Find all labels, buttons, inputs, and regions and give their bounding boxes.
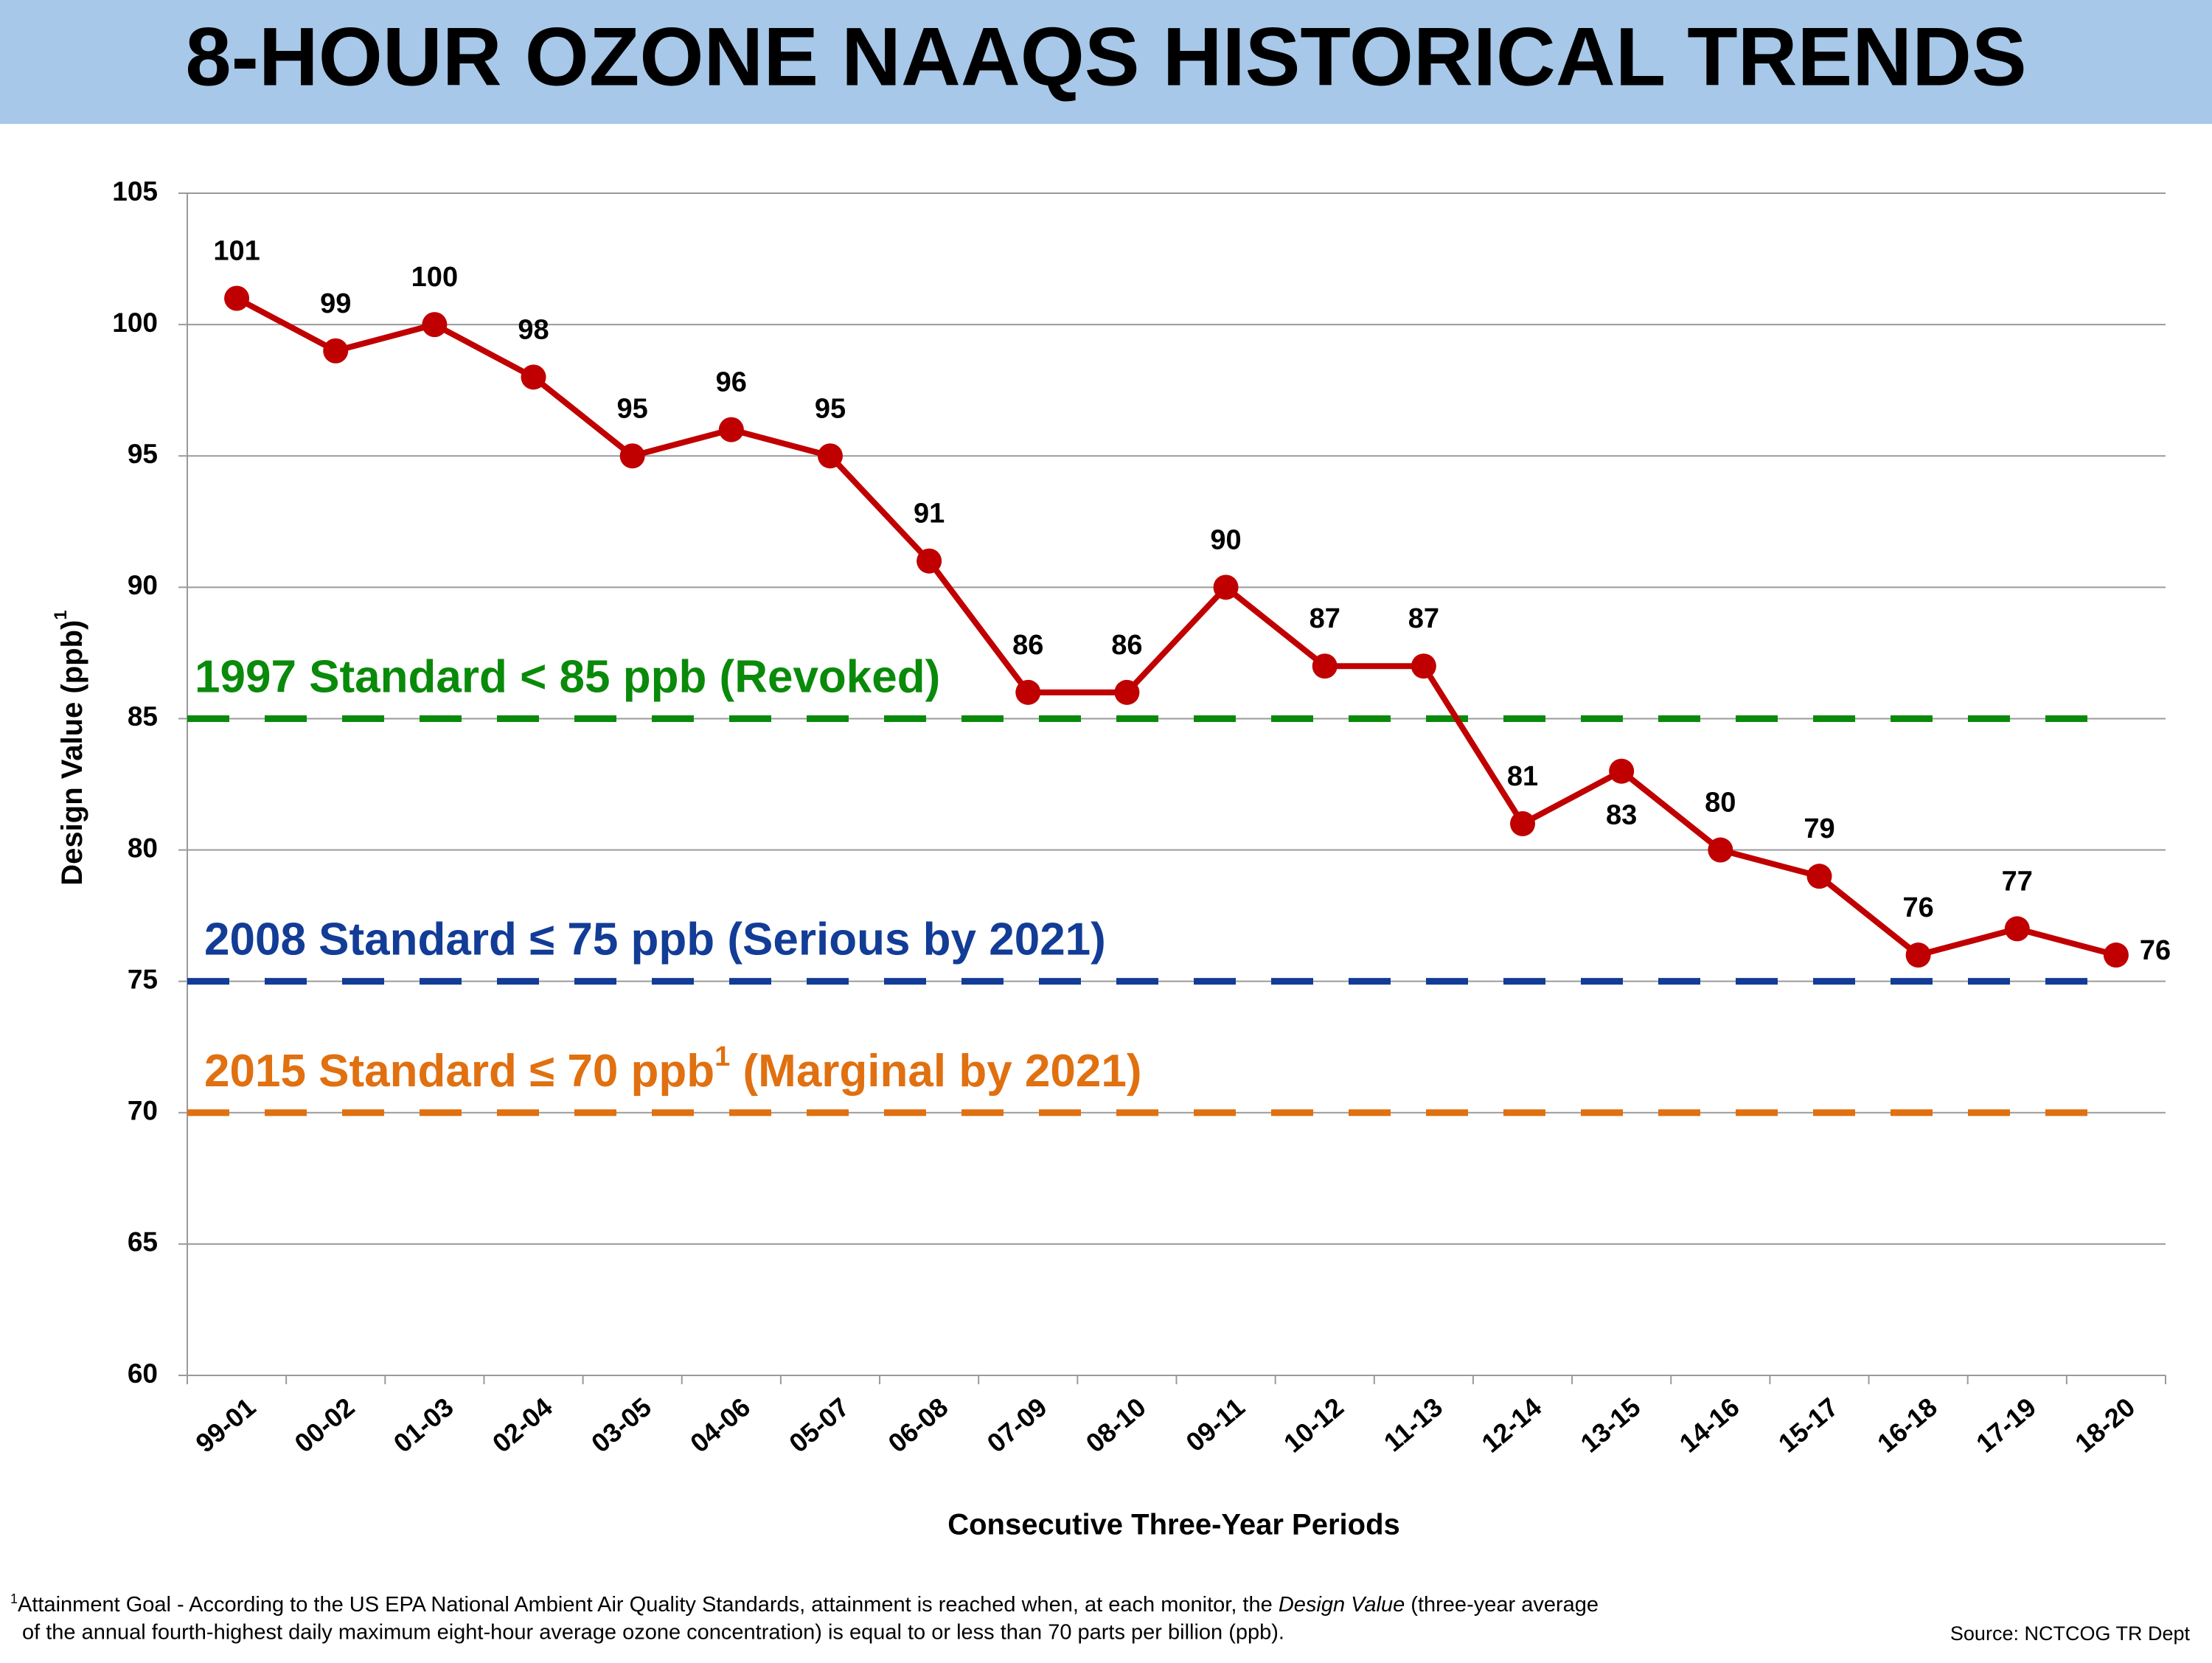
x-tick-label: 06-08 (882, 1392, 953, 1459)
y-tick-label: 105 (112, 176, 158, 206)
chart-title: 8-HOUR OZONE NAAQS HISTORICAL TRENDS (185, 11, 2026, 103)
data-point (224, 285, 250, 311)
y-tick-label: 60 (128, 1358, 158, 1389)
reference-label-sup: 1 (714, 1041, 730, 1072)
y-tick-label: 100 (112, 308, 158, 338)
data-label: 95 (617, 393, 648, 424)
data-label: 98 (518, 314, 549, 345)
data-point (1114, 679, 1140, 705)
reference-label: 2008 Standard ≤ 75 ppb (Serious by 2021) (204, 914, 1106, 965)
y-tick-label: 90 (128, 570, 158, 600)
reference-label-suffix: (Marginal by 2021) (730, 1046, 1141, 1097)
data-point (2004, 916, 2030, 942)
data-label: 95 (815, 393, 846, 424)
data-line (235, 295, 2117, 959)
source: Source: NCTCOG TR Dept (1950, 1622, 2191, 1645)
data-point (718, 417, 744, 442)
reference-label-text: 2008 Standard ≤ 75 ppb (Serious by 2021) (204, 914, 1106, 965)
data-label: 91 (914, 499, 945, 530)
x-tick-label: 13-15 (1575, 1392, 1646, 1459)
data-point (1510, 810, 1536, 836)
data-label: 86 (1111, 630, 1142, 661)
x-tick-label: 01-03 (388, 1392, 459, 1459)
data-label: 96 (716, 367, 747, 398)
y-axis-title-sup: 1 (51, 610, 71, 619)
y-axis-title: Design Value (ppb)1 (51, 610, 88, 885)
data-label: 87 (1310, 603, 1340, 634)
x-tick-label: 16-18 (1871, 1392, 1943, 1459)
x-tick-label: 04-06 (684, 1392, 756, 1459)
data-point (917, 548, 942, 574)
data-label: 81 (1507, 761, 1538, 792)
data-label: 77 (2002, 866, 2033, 897)
data-point (1708, 837, 1733, 863)
footnote-text: Attainment Goal - According to the US EP… (18, 1593, 1279, 1617)
title-banner (0, 0, 2212, 124)
data-point (521, 364, 546, 390)
x-tick-label: 15-17 (1773, 1392, 1844, 1459)
x-tick-label: 17-19 (1970, 1392, 2042, 1459)
x-tick-label: 08-10 (1080, 1392, 1152, 1459)
x-tick-label: 03-05 (585, 1392, 657, 1459)
footnote-marker: 1 (10, 1591, 18, 1606)
data-label: 86 (1012, 630, 1043, 661)
x-tick-label: 05-07 (783, 1392, 855, 1459)
data-label: 76 (1902, 892, 1933, 923)
y-tick-label: 65 (128, 1227, 158, 1257)
data-label: 83 (1606, 800, 1637, 831)
data-point (817, 443, 843, 469)
x-tick-label: 99-01 (189, 1392, 261, 1459)
x-tick-label: 00-02 (289, 1392, 361, 1459)
y-tick-label: 75 (128, 964, 158, 994)
x-tick-label: 07-09 (981, 1392, 1053, 1459)
data-point (1213, 574, 1239, 600)
data-point (2103, 942, 2129, 968)
x-tick-label: 02-04 (487, 1392, 558, 1459)
y-tick-label: 80 (128, 833, 158, 863)
x-tick-label: 14-16 (1674, 1392, 1745, 1459)
data-point (1411, 653, 1436, 679)
data-label: 99 (320, 288, 351, 319)
data-label: 79 (1804, 813, 1834, 844)
reference-label: 2015 Standard ≤ 70 ppb1 (Marginal by 202… (204, 1041, 1141, 1097)
reference-label-text: 2015 Standard ≤ 70 ppb (204, 1046, 714, 1097)
footnote-emphasis: Design Value (1279, 1593, 1405, 1617)
y-tick-label: 85 (128, 701, 158, 732)
data-label: 76 (2140, 935, 2171, 966)
data-label: 101 (213, 236, 260, 267)
data-label: 100 (411, 262, 458, 293)
reference-label: 1997 Standard < 85 ppb (Revoked) (195, 652, 940, 703)
x-axis-title: Consecutive Three-Year Periods (947, 1509, 1400, 1541)
data-point (1905, 942, 1931, 968)
x-tick-label: 10-12 (1278, 1392, 1349, 1459)
data-label: 90 (1210, 524, 1241, 555)
y-axis-title-text: Design Value (ppb) (56, 620, 88, 886)
reference-label-text: 1997 Standard < 85 ppb (Revoked) (195, 652, 940, 703)
x-tick-label: 11-13 (1378, 1392, 1448, 1457)
data-point (1015, 679, 1041, 705)
data-point (619, 443, 645, 469)
data-point (1609, 758, 1635, 784)
y-tick-label: 70 (128, 1096, 158, 1126)
x-tick-label: 09-11 (1180, 1392, 1250, 1457)
x-tick-label: 18-20 (2069, 1392, 2140, 1459)
footnote: 1Attainment Goal - According to the US E… (10, 1591, 1599, 1617)
footnote-text: (three-year average (1405, 1593, 1599, 1617)
data-point (422, 312, 448, 338)
data-label: 80 (1705, 788, 1736, 819)
data-point (323, 338, 349, 364)
data-label: 87 (1408, 603, 1439, 634)
y-tick-label: 95 (128, 439, 158, 469)
x-tick-label: 12-14 (1475, 1392, 1547, 1459)
data-point (1312, 653, 1338, 679)
data-point (1806, 864, 1832, 889)
footnote-line: of the annual fourth-highest daily maxim… (22, 1621, 1284, 1645)
